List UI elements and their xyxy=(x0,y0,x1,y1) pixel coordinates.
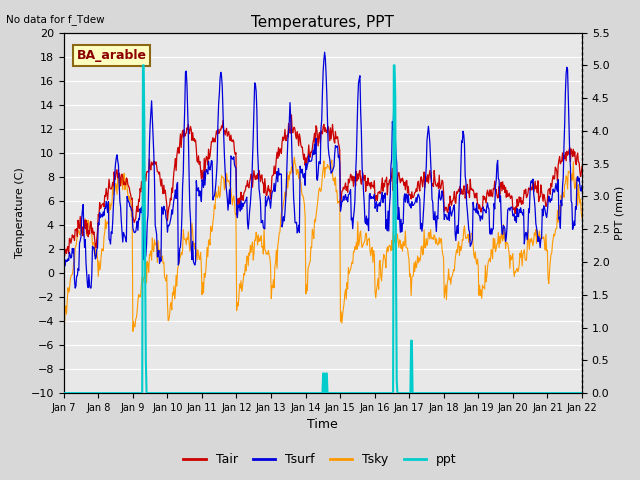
X-axis label: Time: Time xyxy=(307,419,338,432)
Y-axis label: Temperature (C): Temperature (C) xyxy=(15,168,25,258)
Title: Temperatures, PPT: Temperatures, PPT xyxy=(252,15,394,30)
Y-axis label: PPT (mm): PPT (mm) xyxy=(615,186,625,240)
Text: No data for f_Tdew: No data for f_Tdew xyxy=(6,14,105,25)
Text: BA_arable: BA_arable xyxy=(77,49,147,62)
Legend: Tair, Tsurf, Tsky, ppt: Tair, Tsurf, Tsky, ppt xyxy=(179,448,461,471)
